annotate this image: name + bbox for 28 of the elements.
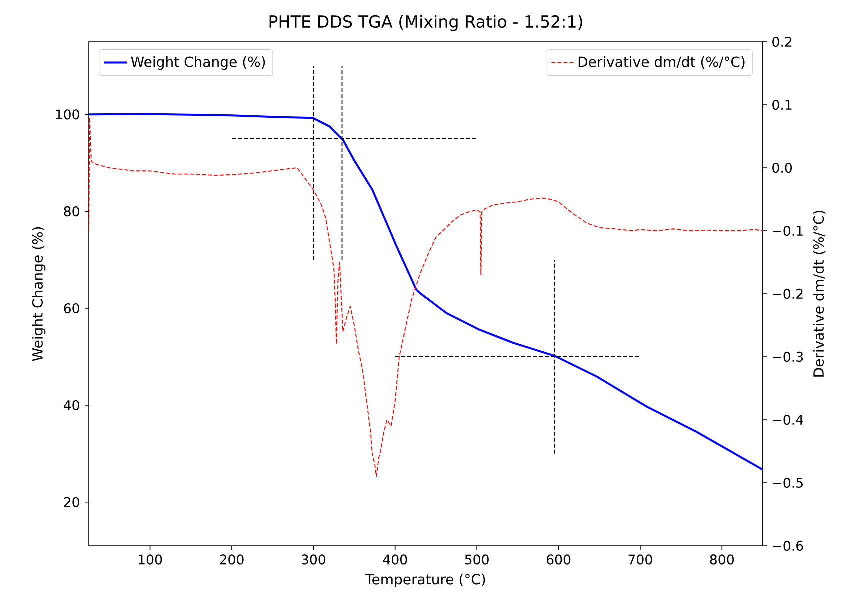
y-tick-label: 80 (64, 206, 80, 217)
y2-tick-label: 0.0 (772, 162, 792, 174)
y2-tick-label: −0.3 (773, 352, 804, 362)
x-tick-label: 600 (546, 554, 571, 565)
x-axis-title: Temperature (°C) (366, 574, 486, 588)
x-tick-label: 500 (465, 554, 489, 565)
y-tick-label: 40 (64, 400, 80, 410)
y2-tick-label: 0.1 (772, 100, 792, 110)
chart-title: PHTE DDS TGA (Mixing Ratio - 1.52:1) (270, 15, 582, 32)
x-tick-label: 200 (220, 554, 244, 565)
y-tick-label: 60 (64, 303, 80, 314)
x-tick-label: 300 (302, 554, 326, 565)
y2-tick-label: −0.2 (773, 288, 803, 300)
y2-tick-label: −0.1 (773, 226, 803, 236)
y2-tick-label: 0.2 (772, 36, 792, 48)
x-tick-label: 700 (628, 554, 652, 565)
y2-axis-title: Derivative dm/dt (%/°C) (813, 210, 826, 377)
y-tick-label: 20 (64, 497, 80, 508)
legend-label: Derivative dm/dt (%/°C) (578, 56, 745, 69)
y-tick-label: 100 (56, 110, 80, 120)
legend-label: Weight Change (%) (131, 56, 266, 70)
x-tick-label: 400 (383, 554, 408, 565)
y2-tick-label: −0.5 (773, 478, 803, 488)
x-tick-label: 800 (710, 554, 734, 565)
y2-tick-label: −0.6 (773, 540, 804, 552)
y-axis-title: Weight Change (%) (32, 227, 46, 362)
x-tick-label: 100 (139, 554, 162, 565)
y2-tick-label: −0.4 (773, 414, 804, 426)
